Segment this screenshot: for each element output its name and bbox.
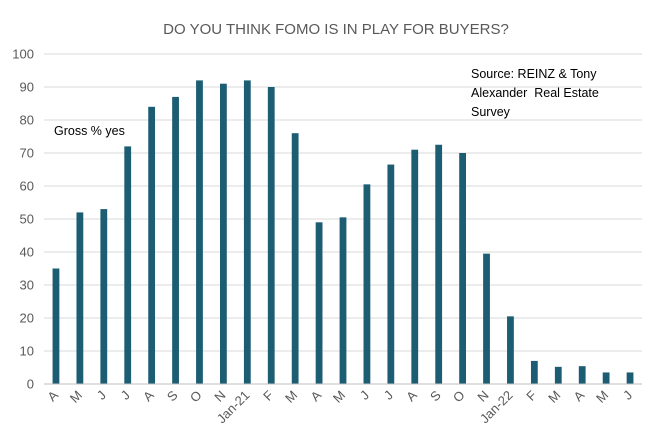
bar: [124, 146, 132, 384]
y-tick-label: 100: [12, 47, 34, 62]
x-tick-label: O: [187, 388, 205, 406]
x-tick-label: J: [620, 388, 635, 403]
y-tick-label: 30: [20, 278, 34, 293]
bar: [100, 209, 108, 384]
y-tick-label: 10: [20, 344, 34, 359]
bar: [243, 80, 251, 385]
x-tick-label: F: [523, 387, 539, 403]
bar: [387, 164, 395, 384]
x-tick-label: F: [260, 387, 276, 403]
bar: [267, 87, 275, 384]
x-tick-label: S: [164, 387, 181, 404]
x-tick-label: A: [571, 387, 588, 404]
y-tick-label: 0: [27, 377, 34, 392]
x-tick-label: J: [381, 388, 396, 403]
bar: [459, 153, 466, 384]
source-line: Alexander Real Estate: [471, 86, 599, 100]
bar: [196, 80, 203, 385]
source-note: Source: REINZ & Tony Alexander Real Estat…: [471, 67, 599, 119]
x-tick-label: J: [94, 388, 109, 403]
bars: [52, 80, 634, 385]
series-label: Gross % yes: [54, 124, 125, 138]
bar: [315, 222, 323, 384]
y-axis-ticks: 0 10 20 30 40 50 60 70 80 90 100: [12, 47, 34, 392]
bar: [530, 360, 538, 384]
bar: [172, 96, 179, 385]
x-tick-label: S: [427, 387, 444, 404]
bar: [435, 144, 443, 384]
y-tick-label: 70: [20, 146, 34, 161]
bar: [626, 372, 634, 384]
bar: [363, 184, 371, 384]
y-tick-label: 20: [20, 311, 34, 326]
bar: [578, 366, 586, 384]
bar: [52, 268, 60, 384]
bar: [220, 83, 227, 384]
bar: [291, 133, 299, 384]
x-tick-label: A: [403, 387, 420, 404]
chart-title: DO YOU THINK FOMO IS IN PLAY FOR BUYERS?: [163, 21, 509, 38]
bar: [148, 106, 156, 385]
x-tick-label: J: [357, 388, 372, 403]
bar: [602, 372, 610, 384]
y-tick-label: 50: [20, 212, 34, 227]
bar: [554, 366, 562, 384]
x-tick-label: A: [44, 387, 61, 404]
x-tick-label: A: [140, 387, 157, 404]
x-tick-label: J: [118, 388, 133, 403]
x-tick-label: M: [593, 388, 611, 406]
x-tick-label: O: [450, 388, 468, 406]
bar: [411, 149, 419, 384]
source-line: Survey: [471, 105, 511, 119]
bar: [507, 316, 514, 384]
source-line: Source: REINZ & Tony: [471, 67, 597, 81]
y-tick-label: 80: [20, 113, 34, 128]
y-tick-label: 90: [20, 80, 34, 95]
x-tick-label: M: [545, 388, 563, 406]
y-tick-label: 40: [20, 245, 34, 260]
x-tick-label: M: [282, 388, 300, 406]
x-tick-label: M: [67, 388, 85, 406]
bar: [339, 217, 347, 384]
bar: [483, 253, 490, 384]
y-tick-label: 60: [20, 179, 34, 194]
x-tick-label: M: [330, 388, 348, 406]
bar: [76, 212, 84, 384]
x-tick-label: A: [307, 387, 324, 404]
